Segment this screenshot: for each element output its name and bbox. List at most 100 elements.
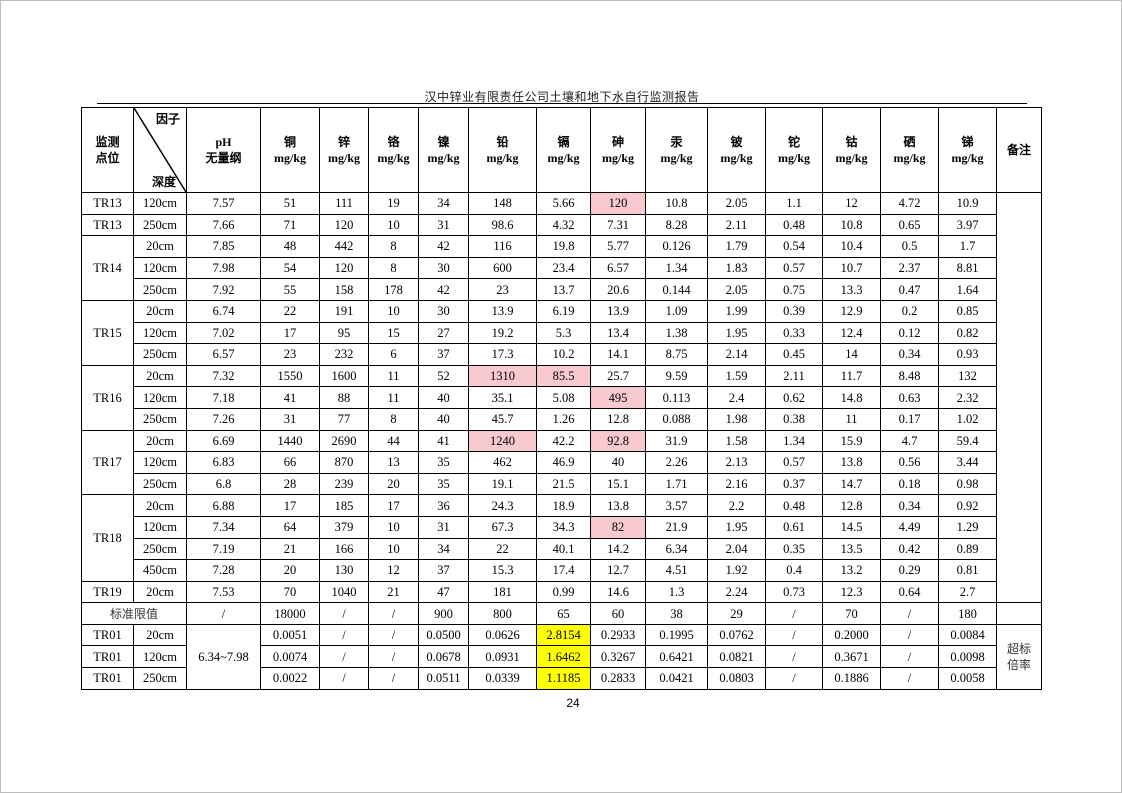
value-cell: 158 xyxy=(319,278,369,301)
header-column-unit: mg/kg xyxy=(273,151,306,165)
depth-cell: 250cm xyxy=(133,667,187,690)
depth-cell: 20cm xyxy=(133,299,187,323)
ratio-cell: 1.6462 xyxy=(536,645,591,669)
value-cell: 88 xyxy=(319,386,369,409)
ratio-cell: 0.1886 xyxy=(822,667,881,690)
value-cell: 17 xyxy=(260,494,320,517)
ratio-cell: 0.0022 xyxy=(260,667,320,690)
header-column: 砷 mg/kg xyxy=(590,107,646,193)
value-cell: 1.3 xyxy=(645,580,708,604)
ratio-cell: 0.0339 xyxy=(468,667,537,690)
value-cell: 0.18 xyxy=(880,472,939,496)
value-cell: 22 xyxy=(260,299,320,323)
value-cell: 14.6 xyxy=(590,580,646,604)
ratio-cell: / xyxy=(880,645,939,669)
value-cell: 36 xyxy=(418,494,469,517)
value-cell: 0.65 xyxy=(880,213,939,237)
value-cell: 20 xyxy=(260,559,320,582)
value-cell: 2.11 xyxy=(765,364,823,388)
value-cell: 0.75 xyxy=(765,278,823,301)
depth-cell: 250cm xyxy=(133,537,187,561)
depth-cell: 120cm xyxy=(133,515,187,539)
value-cell: 67.3 xyxy=(468,515,537,539)
value-cell: 7.98 xyxy=(186,256,261,280)
value-cell: 6 xyxy=(368,343,419,366)
value-cell: 12 xyxy=(822,192,881,215)
value-cell: 1.26 xyxy=(536,407,591,431)
header-column: 铊 mg/kg xyxy=(765,107,823,193)
value-cell: 2.37 xyxy=(880,256,939,280)
value-cell: 59.4 xyxy=(938,429,997,453)
value-cell: 7.31 xyxy=(590,213,646,237)
value-cell: 42 xyxy=(418,278,469,301)
site-cell: TR14 xyxy=(81,235,134,301)
value-cell: 0.4 xyxy=(765,559,823,582)
value-cell: 6.88 xyxy=(186,494,261,517)
value-cell: 2.05 xyxy=(707,278,766,301)
standard-limit-value: / xyxy=(319,602,369,625)
ratio-cell: / xyxy=(368,667,419,690)
value-cell: 239 xyxy=(319,472,369,496)
site-cell: TR15 xyxy=(81,299,134,366)
value-cell: 120 xyxy=(590,192,646,215)
value-cell: 13.9 xyxy=(468,299,537,323)
depth-cell: 120cm xyxy=(133,192,187,215)
value-cell: 8 xyxy=(368,256,419,280)
value-cell: 28 xyxy=(260,472,320,496)
value-cell: 71 xyxy=(260,213,320,237)
depth-cell: 250cm xyxy=(133,343,187,366)
value-cell: 2.05 xyxy=(707,192,766,215)
value-cell: 0.47 xyxy=(880,278,939,301)
value-cell: 3.57 xyxy=(645,494,708,517)
value-cell: 0.45 xyxy=(765,343,823,366)
value-cell: 0.99 xyxy=(536,580,591,604)
header-column: 钴 mg/kg xyxy=(822,107,881,193)
header-site: 监测 点位 xyxy=(81,107,134,193)
value-cell: 181 xyxy=(468,580,537,604)
value-cell: 0.48 xyxy=(765,213,823,237)
value-cell: 8 xyxy=(368,235,419,258)
value-cell: 5.08 xyxy=(536,386,591,409)
value-cell: 1.09 xyxy=(645,299,708,323)
value-cell: 1.7 xyxy=(938,235,997,258)
standard-limit-value: 18000 xyxy=(260,602,320,625)
value-cell: 4.7 xyxy=(880,429,939,453)
value-cell: 25.7 xyxy=(590,364,646,388)
value-cell: 21 xyxy=(260,537,320,561)
ratio-cell: / xyxy=(880,667,939,690)
value-cell: 191 xyxy=(319,299,369,323)
value-cell: 379 xyxy=(319,515,369,539)
ratio-cell: / xyxy=(368,623,419,647)
standard-limit-value: 70 xyxy=(822,602,881,625)
table-row: TR13 120cm 7.57 51 111 19 34 148 5.66 120 10.8 2.05… xyxy=(81,191,1042,604)
value-cell: 0.57 xyxy=(765,451,823,474)
header-column-name: 锑 xyxy=(961,135,974,149)
value-cell: 15.3 xyxy=(468,559,537,582)
remarks-cell xyxy=(996,191,1042,604)
value-cell: 0.92 xyxy=(938,494,997,517)
value-cell: 0.34 xyxy=(880,343,939,366)
header-column-unit: mg/kg xyxy=(660,151,693,165)
header-column-unit: mg/kg xyxy=(547,151,580,165)
value-cell: 11.7 xyxy=(822,364,881,388)
value-cell: 31.9 xyxy=(645,429,708,453)
value-cell: 116 xyxy=(468,235,537,258)
value-cell: 0.2 xyxy=(880,299,939,323)
value-cell: 22 xyxy=(468,537,537,561)
header-column-name: 砷 xyxy=(611,135,624,149)
table-row: TR18 20cm 6.88 17 185 17 36 24.3 18.9 13.8 3.57 2.2… xyxy=(81,494,1042,582)
ratio-cell: / xyxy=(765,645,823,669)
table-row: 120cm 7.02 17 95 15 27 19.2 5.3 13.4 1.38 1.95 0.33… xyxy=(82,321,1042,345)
ratio-cell: 0.2000 xyxy=(822,623,881,647)
value-cell: 0.89 xyxy=(938,537,997,561)
value-cell: 19 xyxy=(368,192,419,215)
value-cell: 41 xyxy=(418,429,469,453)
value-cell: 9.59 xyxy=(645,364,708,388)
table-row: TR14 20cm 7.85 48 442 8 42 116 19.8 5.77 0.126 1.79… xyxy=(81,235,1042,301)
depth-cell: 20cm xyxy=(133,580,187,604)
value-cell: 85.5 xyxy=(536,364,591,388)
value-cell: 2.32 xyxy=(938,386,997,409)
ph-range-cell: 6.34~7.98 xyxy=(186,623,261,690)
header-column-unit: mg/kg xyxy=(427,151,460,165)
site-cell: TR01 xyxy=(81,667,134,690)
